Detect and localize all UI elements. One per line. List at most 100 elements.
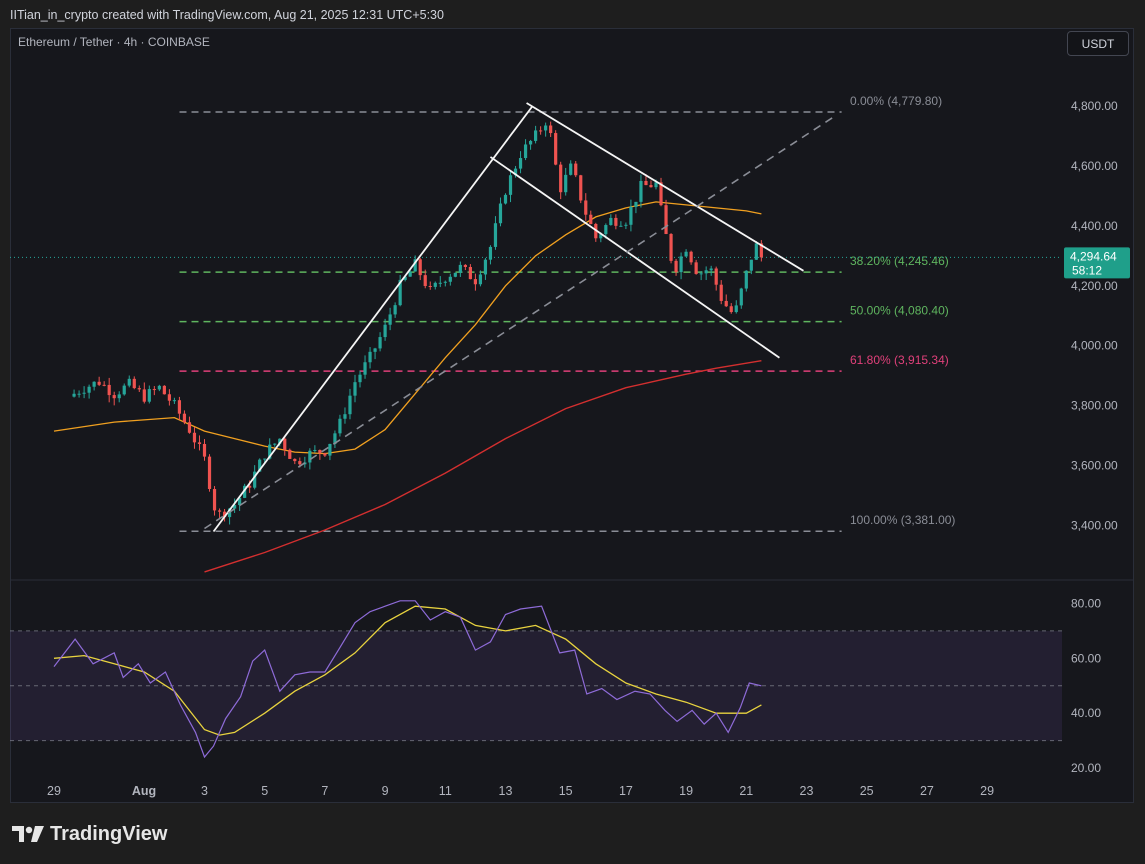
candle-body [599, 234, 603, 239]
candle-body [268, 444, 272, 459]
candle-body [453, 272, 457, 277]
bar-countdown: 58:12 [1072, 263, 1102, 277]
candle-body [498, 203, 503, 224]
candle-body [659, 182, 663, 206]
time-axis-label: Aug [132, 784, 156, 798]
candle-body [358, 374, 362, 383]
candle-body [488, 246, 493, 260]
candle-body [694, 262, 698, 274]
candle-body [569, 163, 573, 175]
candle-body [544, 125, 548, 131]
fib-level-label: 38.20% (4,245.46) [850, 254, 949, 268]
candle-body [162, 385, 166, 395]
candle-body [278, 438, 282, 444]
price-axis-label: 4,800.00 [1071, 99, 1118, 113]
candle-body [534, 130, 538, 141]
candle-body [298, 461, 302, 465]
candle-body [328, 443, 332, 456]
rsi-ma-line [53, 605, 762, 736]
candle-body [428, 285, 432, 287]
candle-body [614, 217, 618, 226]
candle-body [112, 395, 116, 399]
candle-body [388, 314, 392, 325]
candle-body [403, 276, 407, 280]
candle-body [629, 206, 633, 225]
candle-body [438, 282, 442, 284]
candle-body [684, 251, 688, 257]
candle-body [72, 393, 76, 397]
channel-trendline [526, 102, 804, 272]
candle-body [248, 485, 252, 488]
candle-body [649, 185, 653, 188]
candle-body [463, 264, 467, 268]
candle-body [373, 348, 377, 352]
candle-body [523, 144, 528, 159]
candle-body [197, 442, 202, 444]
candle-body [293, 458, 297, 462]
candle-body [233, 505, 237, 509]
candle-body [348, 395, 352, 415]
candle-body [117, 394, 121, 399]
candle-body [709, 268, 713, 271]
candle-body [157, 385, 161, 390]
candle-body [313, 449, 317, 451]
fib-level-label: 50.00% (4,080.40) [850, 304, 949, 318]
candle-body [368, 351, 372, 363]
fib-level-label: 100.00% (3,381.00) [850, 513, 955, 527]
candle-body [619, 225, 623, 227]
time-axis-label: 3 [201, 784, 208, 798]
candle-body [202, 443, 207, 457]
candle-body [217, 510, 222, 512]
candle-body [77, 393, 81, 395]
candle-body [127, 378, 131, 386]
rsi-axis-label: 80.00 [1071, 597, 1101, 611]
candle-body [714, 268, 718, 285]
candle-body [413, 259, 417, 272]
rsi-axis-label: 60.00 [1071, 651, 1101, 665]
candle-body [182, 413, 187, 423]
rsi-axis-label: 40.00 [1071, 706, 1101, 720]
candle-body [433, 282, 437, 287]
candle-body [574, 163, 578, 176]
currency-button[interactable]: USDT [1067, 31, 1129, 56]
candle-body [363, 362, 367, 375]
candle-body [744, 270, 748, 289]
price-axis-label: 4,200.00 [1071, 279, 1118, 293]
candle-body [518, 158, 523, 169]
candle-body [177, 400, 182, 414]
price-axis-label: 4,000.00 [1071, 339, 1118, 353]
candle-body [207, 456, 212, 490]
channel-trendline [212, 105, 534, 533]
time-axis-label: 21 [739, 784, 753, 798]
candle-body [458, 264, 462, 273]
rsi-band [10, 630, 1062, 741]
fib-level-label: 61.80% (3,915.34) [850, 353, 949, 367]
candle-body [333, 433, 337, 444]
candle-body [343, 414, 347, 419]
time-axis-label: 15 [559, 784, 573, 798]
candle-body [669, 234, 673, 261]
candle-body [719, 284, 723, 301]
tradingview-branding[interactable]: TradingView [12, 820, 167, 848]
time-axis-label: 7 [321, 784, 328, 798]
time-axis-label: 29 [47, 784, 61, 798]
chart-panel[interactable] [10, 28, 1134, 803]
ma-fast-line [53, 201, 762, 455]
candle-body [253, 471, 257, 488]
candle-body [554, 133, 558, 165]
candle-body [172, 400, 176, 402]
last-price-badge [1064, 247, 1130, 279]
candle-body [147, 389, 151, 402]
candle-body [323, 453, 327, 456]
candle-body [142, 389, 146, 402]
candle-body [308, 450, 312, 463]
candle-body [258, 459, 262, 472]
candle-body [238, 497, 242, 506]
time-axis-label: 5 [261, 784, 268, 798]
candle-body [283, 438, 287, 450]
candle-body [513, 168, 518, 176]
candle-body [102, 384, 106, 386]
candle-body [729, 306, 733, 313]
time-axis-label: 23 [800, 784, 814, 798]
